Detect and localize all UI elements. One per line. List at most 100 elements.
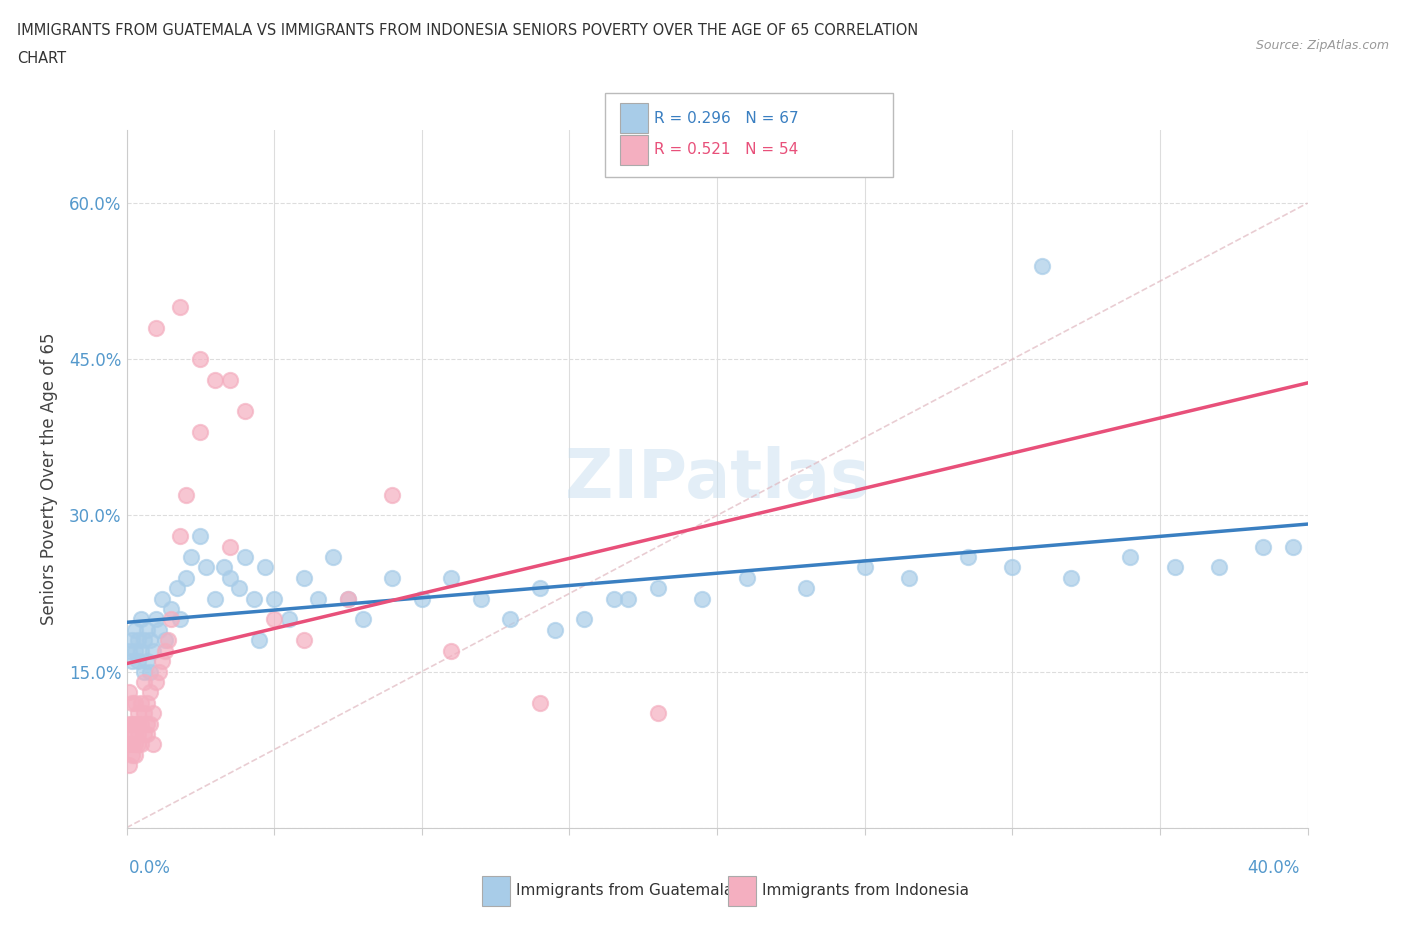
Point xyxy=(381,487,404,502)
Point xyxy=(174,570,197,585)
Point xyxy=(145,321,167,336)
Point xyxy=(142,737,165,751)
Point xyxy=(337,591,360,606)
Text: ZIPatlas: ZIPatlas xyxy=(565,446,869,512)
Point xyxy=(188,529,212,544)
Point xyxy=(136,726,159,741)
Point xyxy=(956,550,979,565)
Point xyxy=(322,550,344,565)
Point xyxy=(121,696,143,711)
Point xyxy=(121,633,143,648)
Point xyxy=(212,560,235,575)
Point xyxy=(129,696,153,711)
Point xyxy=(499,612,522,627)
Point xyxy=(254,560,277,575)
Point xyxy=(219,373,242,388)
Point xyxy=(129,716,153,731)
Point xyxy=(136,716,159,731)
Point xyxy=(118,758,141,773)
Point xyxy=(124,726,146,741)
Point xyxy=(153,644,176,658)
Point xyxy=(263,612,285,627)
Point xyxy=(142,706,165,721)
Point xyxy=(134,664,156,679)
Point xyxy=(440,644,463,658)
Point xyxy=(1164,560,1187,575)
Point xyxy=(529,696,551,711)
Point xyxy=(127,737,149,751)
Point xyxy=(127,706,149,721)
Point xyxy=(204,373,226,388)
Text: Immigrants from Indonesia: Immigrants from Indonesia xyxy=(762,884,969,898)
Point xyxy=(160,602,183,617)
Point xyxy=(735,570,758,585)
Y-axis label: Seniors Poverty Over the Age of 65: Seniors Poverty Over the Age of 65 xyxy=(39,333,58,625)
Point xyxy=(278,612,301,627)
Point xyxy=(543,622,565,637)
Point xyxy=(308,591,330,606)
Point xyxy=(219,539,242,554)
Point xyxy=(118,684,141,699)
Point xyxy=(219,570,242,585)
Point xyxy=(529,581,551,596)
Point xyxy=(148,622,170,637)
Point xyxy=(124,696,146,711)
Point xyxy=(1208,560,1230,575)
Point xyxy=(381,570,404,585)
Point xyxy=(136,654,159,669)
Text: 40.0%: 40.0% xyxy=(1247,858,1299,877)
Point xyxy=(134,633,156,648)
Point xyxy=(228,581,250,596)
Point xyxy=(1060,570,1083,585)
Point xyxy=(127,654,149,669)
Point xyxy=(617,591,640,606)
Point xyxy=(263,591,285,606)
Point xyxy=(136,696,159,711)
Point xyxy=(129,737,153,751)
Point xyxy=(233,404,256,418)
Point xyxy=(134,706,156,721)
Text: R = 0.521   N = 54: R = 0.521 N = 54 xyxy=(654,142,799,157)
Point xyxy=(292,633,315,648)
Point xyxy=(118,716,141,731)
Point xyxy=(1031,259,1053,273)
Point xyxy=(195,560,218,575)
Point xyxy=(1001,560,1024,575)
Point xyxy=(160,612,183,627)
Point xyxy=(292,570,315,585)
Point xyxy=(136,622,159,637)
Point xyxy=(121,737,143,751)
Point xyxy=(233,550,256,565)
Point xyxy=(603,591,626,606)
Point xyxy=(188,425,212,440)
Point xyxy=(249,633,271,648)
Point xyxy=(647,706,669,721)
Point xyxy=(145,674,167,689)
Point xyxy=(188,352,212,366)
Point xyxy=(156,633,179,648)
Point xyxy=(204,591,226,606)
Point xyxy=(352,612,374,627)
Point xyxy=(1119,550,1142,565)
Point xyxy=(440,570,463,585)
Point xyxy=(127,633,149,648)
Point xyxy=(647,581,669,596)
Point xyxy=(139,716,162,731)
Point xyxy=(124,748,146,763)
Point xyxy=(121,748,143,763)
Point xyxy=(169,529,191,544)
Point xyxy=(1253,539,1275,554)
Point xyxy=(174,487,197,502)
Point xyxy=(121,726,143,741)
Point xyxy=(898,570,921,585)
Point xyxy=(139,684,162,699)
Point xyxy=(124,622,146,637)
Point xyxy=(121,654,143,669)
Point xyxy=(169,299,191,314)
Point xyxy=(139,633,162,648)
Point xyxy=(692,591,714,606)
Point xyxy=(127,726,149,741)
Text: IMMIGRANTS FROM GUATEMALA VS IMMIGRANTS FROM INDONESIA SENIORS POVERTY OVER THE : IMMIGRANTS FROM GUATEMALA VS IMMIGRANTS … xyxy=(17,23,918,38)
Point xyxy=(145,612,167,627)
Point xyxy=(124,716,146,731)
